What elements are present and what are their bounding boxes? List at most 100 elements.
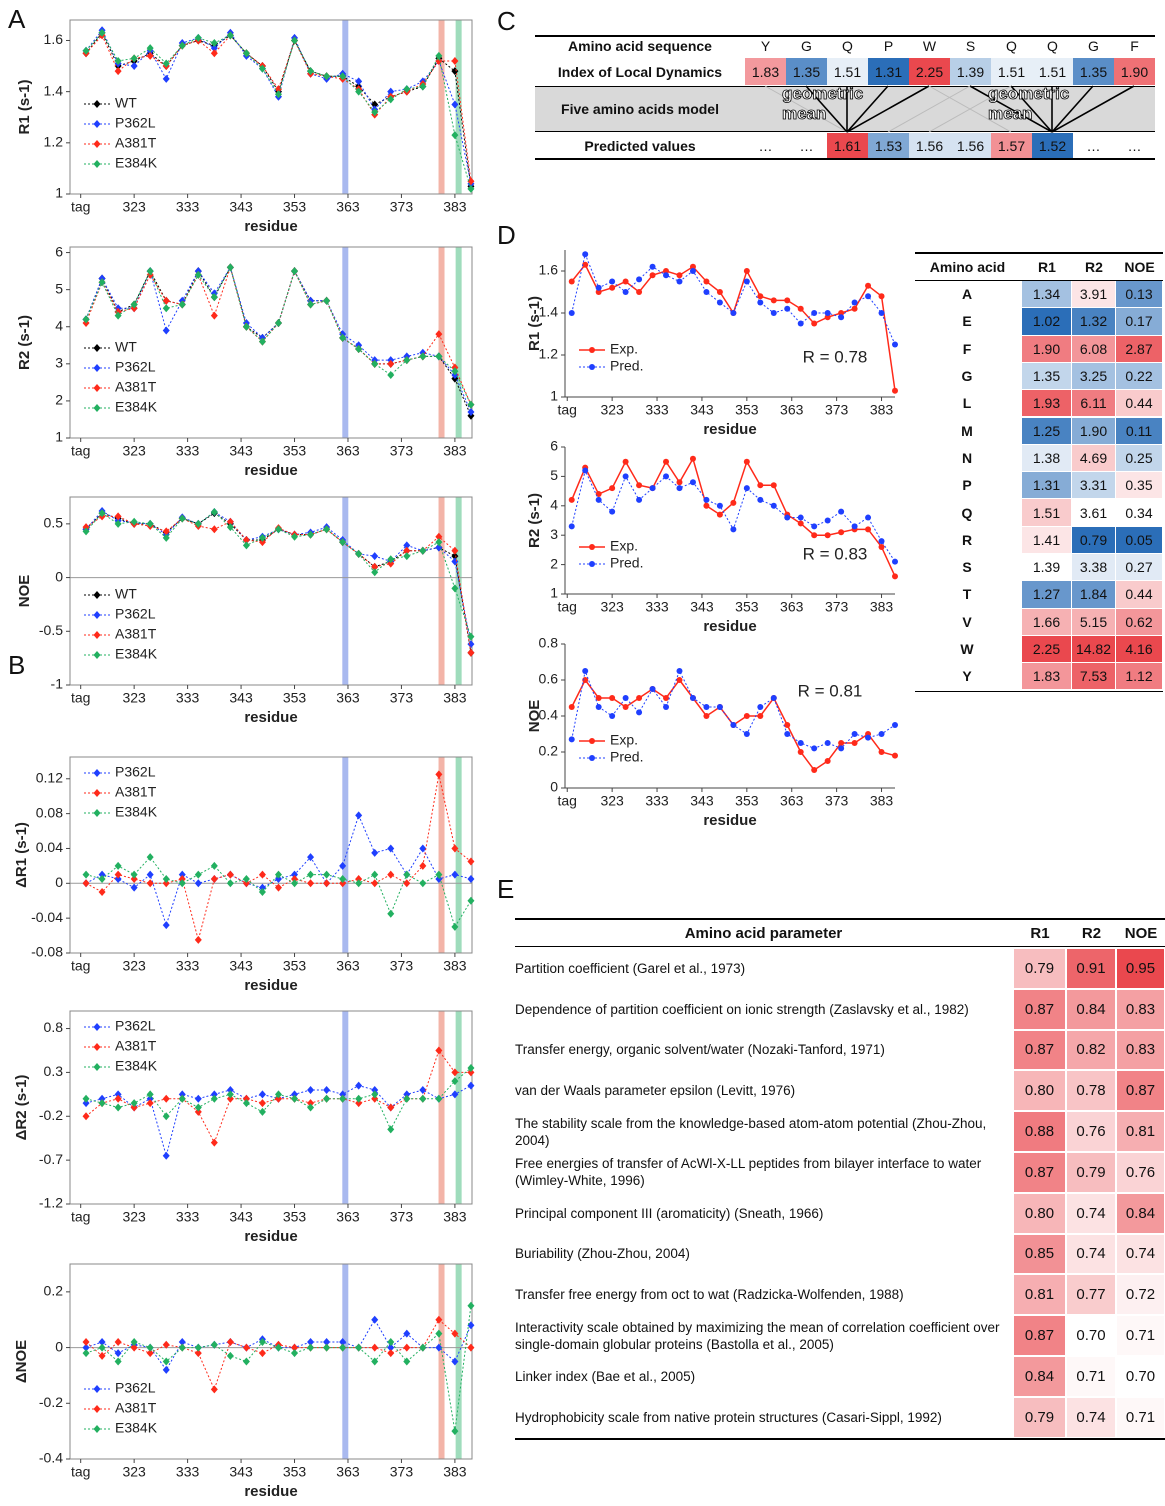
y-tick-label: 0.8 [539,635,559,651]
legend-marker [93,631,101,639]
value-cell: 1.25 [1022,417,1071,444]
x-tick-label: 383 [443,1464,467,1480]
correlation-cell: 0.71 [1117,1397,1164,1437]
data-point [226,879,234,888]
column-header: Amino acid parameter [684,924,843,942]
rule [915,280,1163,281]
data-point [355,549,363,558]
data-point [146,1099,154,1108]
data-point [387,559,395,568]
data-point [467,632,475,641]
data-point [291,874,299,883]
data-point [82,1099,90,1108]
value-cell: 1.38 [1022,444,1071,472]
data-point [435,532,443,541]
data-point [451,584,459,593]
data-point [114,1094,122,1103]
data-point [274,1090,282,1099]
data-point [226,263,234,272]
data-point [274,870,282,879]
y-axis-label: ΔR2 (s-1) [13,1075,30,1141]
data-point [743,731,750,737]
data-point [811,767,818,773]
x-axis-label: residue [244,1483,297,1500]
row-header: Five amino acids model [561,101,719,117]
data-point [242,1099,250,1108]
highlight-band [342,20,349,194]
value-cell: 3.61 [1072,499,1115,526]
data-point [307,530,315,539]
value-cell: 1.66 [1022,608,1071,635]
y-tick-label: 0.08 [36,804,63,820]
data-point [146,1090,154,1099]
data-point [419,546,427,555]
data-point [242,874,250,883]
correlation-cell: 0.84 [1014,1357,1065,1396]
y-tick-label: 0.2 [44,1283,64,1299]
data-point [130,62,138,71]
data-point [194,879,202,888]
data-point [797,305,804,312]
data-point [242,49,250,58]
data-point [387,1125,395,1134]
y-tick-label: 5 [55,280,63,296]
data-point [703,496,710,503]
predicted-cell: 1.53 [868,133,909,158]
data-point [339,874,347,883]
data-point [274,525,282,534]
data-point [892,722,898,728]
y-tick-label: 0.2 [539,743,559,759]
data-point [676,485,683,492]
data-point [98,509,106,518]
data-point [98,1099,106,1108]
data-point [114,311,122,320]
data-point [865,526,872,533]
data-point [82,1343,90,1352]
index-cell: 1.35 [1073,58,1114,85]
y-tick-label: -1 [51,676,64,692]
data-point [451,1329,459,1338]
value-cell: 0.25 [1116,444,1162,472]
data-point [98,1343,106,1352]
data-point [451,922,459,931]
parameter-name: Hydrophobicity scale from native protein… [515,1409,942,1425]
data-point [114,1103,122,1112]
amino-acid: V [915,608,1019,635]
data-point [355,1094,363,1103]
data-point [274,90,282,99]
x-tick-label: 353 [735,402,759,418]
data-point [307,300,315,309]
data-point [403,870,411,879]
data-point [339,1094,347,1103]
data-point [419,861,427,870]
data-point [146,267,154,276]
legend-label: P362L [115,1018,156,1034]
data-point [146,51,154,60]
parameter-name: Interactivity scale obtained by maximizi… [515,1319,1000,1352]
value-cell: 1.34 [1022,281,1071,308]
data-point [194,870,202,879]
value-cell: 1.93 [1022,390,1071,417]
data-point [568,278,575,285]
data-point [622,289,629,295]
highlight-band [438,1011,445,1204]
value-cell: 0.22 [1116,362,1162,390]
data-point [703,502,710,509]
legend-label: WT [115,339,137,355]
parameter-name: Buriability (Zhou-Zhou, 2004) [515,1246,690,1262]
correlation-cell: 0.70 [1117,1357,1164,1396]
data-point [291,267,299,276]
data-point [371,1343,379,1352]
data-point [291,879,299,888]
data-point [194,1343,202,1352]
data-point [403,1357,411,1366]
data-point [689,455,696,462]
data-point [851,740,858,746]
data-point [622,278,629,285]
data-point [649,485,656,492]
predicted-cell: 1.56 [909,133,950,158]
rule [915,690,1163,692]
y-tick-label: 0.8 [44,1019,64,1035]
data-point [435,1315,443,1324]
data-point [403,546,411,555]
